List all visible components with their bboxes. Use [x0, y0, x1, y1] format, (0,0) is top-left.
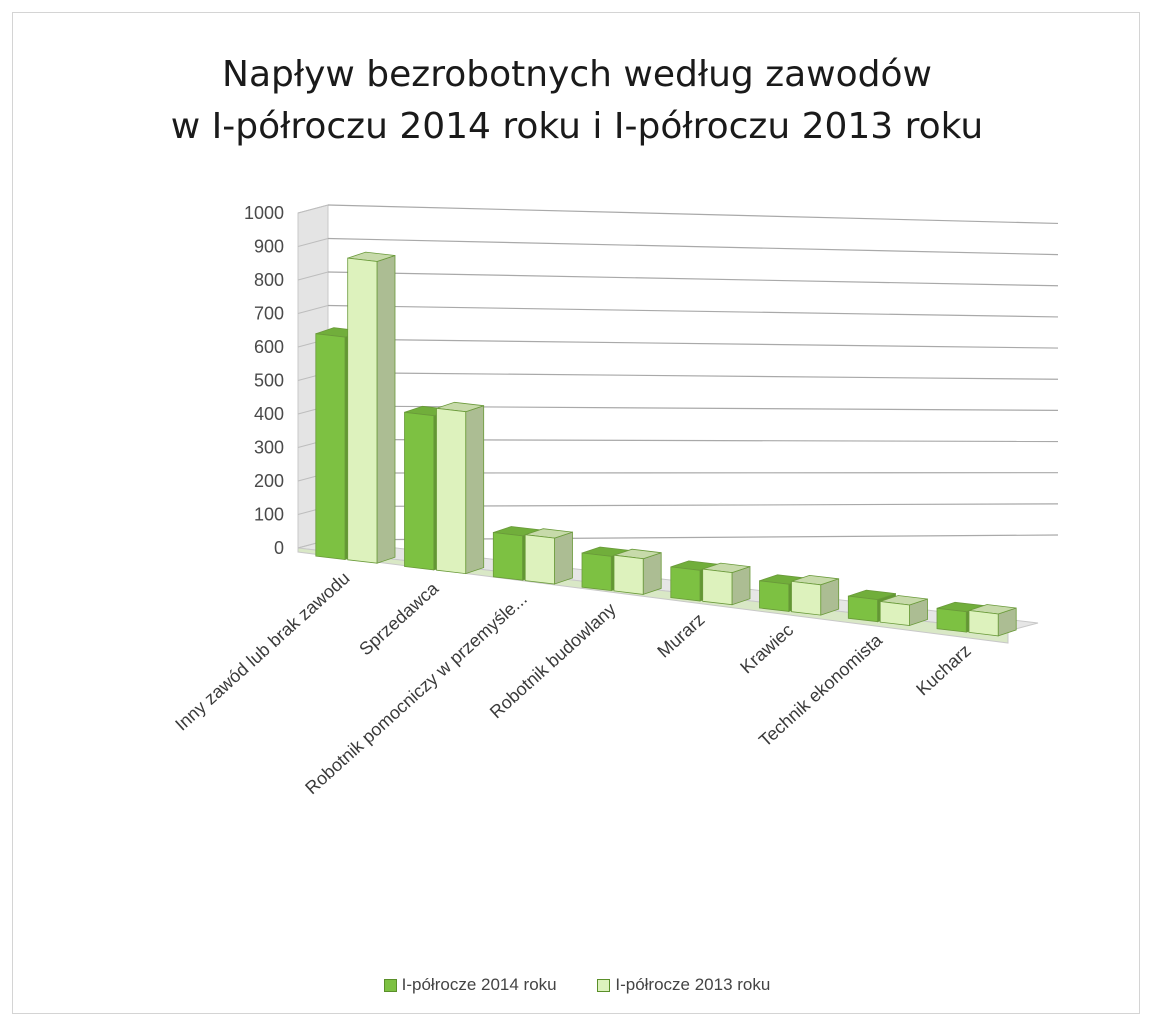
gridline: [327, 371, 1059, 380]
bar-2013-7: [879, 595, 928, 627]
y-tick-label: 200: [254, 471, 284, 491]
legend-swatch-2014: [383, 978, 397, 992]
bar-front: [759, 580, 790, 612]
bar-front: [524, 534, 555, 585]
y-tick-label: 500: [254, 371, 284, 391]
bar-series: [315, 251, 1017, 637]
gridline: [327, 237, 1059, 256]
y-tick-label: 0: [274, 538, 284, 558]
bar-front: [879, 601, 910, 626]
legend-entry-2013: I-półrocze 2013 roku: [597, 975, 770, 995]
legend-entry-2014: I-półrocze 2014 roku: [383, 975, 557, 995]
x-tick-label: Kucharz: [912, 640, 974, 699]
bar-front: [847, 595, 878, 623]
x-tick-label: Murarz: [653, 609, 708, 661]
bar-front: [581, 552, 612, 592]
gridline-side: [297, 238, 329, 247]
bar-side: [642, 552, 662, 595]
gridline-side: [297, 305, 329, 314]
y-tick-label: 600: [254, 337, 284, 357]
y-tick-label: 400: [254, 404, 284, 424]
y-tick-label: 700: [254, 304, 284, 324]
bar-2013-6: [791, 574, 840, 616]
x-tick-label: Sprzedawca: [355, 578, 443, 660]
bar-2013-4: [613, 548, 662, 595]
gridline: [327, 204, 1059, 225]
bar-front: [436, 407, 467, 575]
bar-side: [376, 254, 396, 564]
legend-label-2014: I-półrocze 2014 roku: [401, 975, 557, 994]
x-tick-label: Robotnik pomocniczy w przemyśle...: [301, 589, 531, 799]
gridline-side: [297, 204, 329, 214]
gridline: [327, 338, 1059, 349]
gridline: [327, 304, 1059, 318]
chart-title: Napływ bezrobotnych według zawodów w I-p…: [13, 49, 1141, 153]
x-tick-label: Inny zawód lub brak zawodu: [171, 568, 353, 735]
bar-front: [613, 554, 644, 595]
bar-front: [702, 568, 733, 606]
bar-front: [670, 566, 701, 602]
bar-front: [404, 411, 435, 571]
gridline: [327, 271, 1059, 287]
y-tick-label: 1000: [244, 203, 284, 223]
bar-2013-2: [436, 401, 485, 575]
bar-side: [554, 531, 573, 585]
gridlines: [297, 204, 1059, 549]
bar-2013-1: [347, 251, 396, 564]
chart-title-line-1: Napływ bezrobotnych według zawodów: [222, 54, 932, 95]
gridline-side: [297, 271, 329, 281]
legend-label-2013: I-półrocze 2013 roku: [615, 975, 771, 994]
bar-side: [465, 405, 485, 575]
bar-front: [315, 333, 346, 560]
y-tick-label: 900: [254, 237, 284, 257]
bar-2013-3: [524, 528, 573, 585]
legend: I-półrocze 2014 roku I-półrocze 2013 rok…: [13, 975, 1141, 997]
bar-front: [791, 580, 822, 616]
y-tick-label: 800: [254, 270, 284, 290]
bar-side: [731, 566, 751, 606]
x-tick-label: Krawiec: [736, 620, 797, 678]
y-tick-label: 300: [254, 438, 284, 458]
chart-title-line-2: w I-półroczu 2014 roku i I-półroczu 2013…: [170, 106, 984, 147]
bar-front: [968, 610, 999, 637]
legend-swatch-2013: [597, 978, 611, 992]
chart-frame: Napływ bezrobotnych według zawodów w I-p…: [12, 12, 1140, 1014]
bar-front: [347, 257, 378, 564]
y-tick-label: 100: [254, 505, 284, 525]
bar-2013-5: [702, 562, 751, 606]
bar-front: [936, 607, 967, 633]
bar-front: [492, 532, 523, 581]
bar-2013-8: [968, 604, 1017, 637]
